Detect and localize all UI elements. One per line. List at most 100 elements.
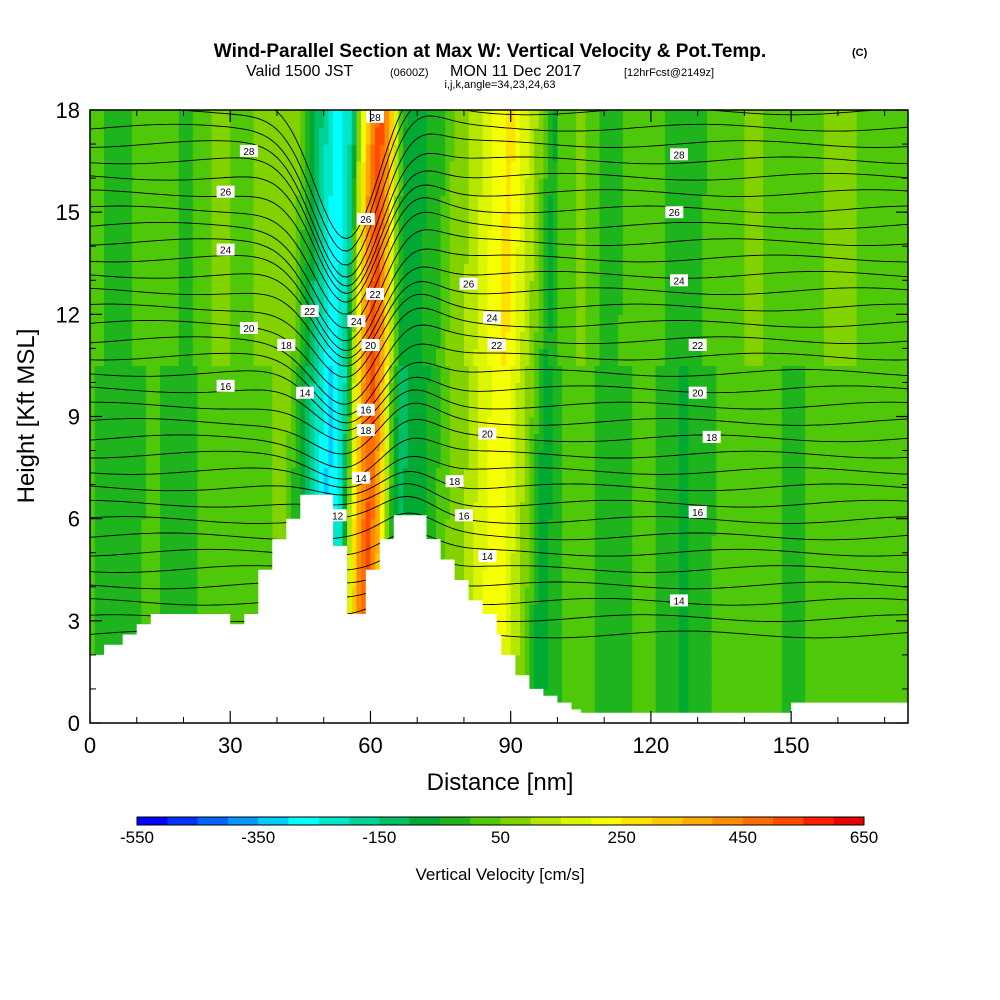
velocity-cell bbox=[622, 348, 629, 367]
velocity-cell bbox=[365, 484, 372, 503]
velocity-cell bbox=[524, 450, 530, 469]
velocity-cell bbox=[594, 518, 601, 537]
velocity-cell bbox=[576, 280, 582, 298]
velocity-cell bbox=[515, 654, 521, 673]
velocity-cell bbox=[393, 416, 400, 435]
velocity-cell bbox=[258, 297, 264, 315]
velocity-cell bbox=[692, 297, 699, 315]
velocity-cell bbox=[721, 620, 727, 639]
velocity-cell bbox=[809, 263, 816, 281]
velocity-cell bbox=[842, 688, 848, 707]
velocity-cell bbox=[463, 569, 470, 588]
velocity-cell bbox=[772, 314, 778, 332]
velocity-cell bbox=[230, 348, 236, 367]
velocity-cell bbox=[262, 484, 269, 503]
velocity-cell bbox=[239, 552, 245, 571]
velocity-cell bbox=[678, 501, 685, 520]
velocity-cell bbox=[791, 433, 797, 452]
velocity-cell bbox=[800, 637, 806, 656]
velocity-cell bbox=[211, 348, 217, 367]
velocity-cell bbox=[716, 348, 722, 367]
velocity-cell bbox=[884, 297, 890, 315]
velocity-cell bbox=[604, 654, 610, 673]
velocity-cell bbox=[118, 552, 124, 571]
velocity-cell bbox=[211, 603, 217, 622]
velocity-cell bbox=[758, 297, 764, 315]
velocity-cell bbox=[426, 229, 432, 247]
velocity-cell bbox=[795, 586, 802, 605]
velocity-cell bbox=[903, 535, 908, 554]
velocity-cell bbox=[721, 297, 727, 315]
velocity-cell bbox=[426, 280, 432, 298]
velocity-cell bbox=[295, 297, 301, 315]
velocity-cell bbox=[851, 603, 858, 622]
velocity-cell bbox=[828, 620, 834, 639]
velocity-cell bbox=[599, 450, 605, 469]
velocity-cell bbox=[141, 501, 147, 520]
velocity-cell bbox=[716, 688, 722, 707]
velocity-cell bbox=[104, 518, 110, 537]
velocity-cell bbox=[520, 433, 526, 452]
velocity-cell bbox=[889, 518, 895, 537]
velocity-cell bbox=[281, 297, 287, 315]
velocity-cell bbox=[889, 246, 895, 264]
velocity-cell bbox=[604, 450, 610, 469]
velocity-cell bbox=[711, 297, 717, 315]
velocity-cell bbox=[730, 637, 736, 656]
velocity-cell bbox=[777, 263, 783, 281]
velocity-cell bbox=[258, 365, 264, 384]
velocity-cell bbox=[721, 518, 727, 537]
velocity-cell bbox=[225, 518, 231, 537]
velocity-cell bbox=[856, 637, 862, 656]
velocity-cell bbox=[234, 467, 241, 486]
velocity-cell bbox=[875, 535, 881, 554]
velocity-cell bbox=[875, 671, 881, 690]
velocity-cell bbox=[861, 518, 867, 537]
velocity-cell bbox=[160, 586, 166, 605]
velocity-cell bbox=[688, 586, 694, 605]
velocity-cell bbox=[893, 382, 900, 401]
velocity-cell bbox=[272, 280, 278, 298]
velocity-cell bbox=[90, 637, 96, 656]
velocity-cell bbox=[253, 280, 259, 298]
velocity-cell bbox=[800, 603, 806, 622]
velocity-cell bbox=[889, 450, 895, 469]
velocity-cell bbox=[253, 603, 259, 622]
velocity-cell bbox=[319, 365, 325, 384]
velocity-cell bbox=[739, 569, 745, 588]
velocity-cell bbox=[688, 484, 694, 503]
velocity-cell bbox=[851, 518, 858, 537]
velocity-cell bbox=[169, 552, 175, 571]
velocity-cell bbox=[178, 229, 185, 247]
velocity-cell bbox=[403, 348, 409, 367]
velocity-cell bbox=[697, 535, 703, 554]
subtitle-indices: i,j,k,angle=34,23,24,63 bbox=[444, 79, 555, 91]
velocity-cell bbox=[295, 399, 301, 418]
velocity-cell bbox=[192, 569, 199, 588]
velocity-cell bbox=[337, 399, 344, 418]
velocity-cell bbox=[267, 280, 273, 298]
velocity-cell bbox=[440, 314, 446, 332]
velocity-cell bbox=[599, 552, 605, 571]
velocity-cell bbox=[660, 450, 666, 469]
velocity-cell bbox=[183, 467, 189, 486]
velocity-cell bbox=[127, 348, 133, 367]
velocity-cell bbox=[440, 399, 446, 418]
velocity-cell bbox=[122, 603, 128, 622]
velocity-cell bbox=[113, 365, 119, 384]
velocity-cell bbox=[683, 467, 689, 486]
velocity-cell bbox=[431, 433, 437, 452]
velocity-cell bbox=[99, 603, 105, 622]
velocity-cell bbox=[721, 433, 727, 452]
velocity-cell bbox=[459, 399, 465, 418]
velocity-cell bbox=[473, 263, 479, 281]
velocity-cell bbox=[590, 433, 596, 452]
velocity-cell bbox=[169, 433, 175, 452]
velocity-cell bbox=[150, 552, 157, 571]
velocity-cell bbox=[837, 467, 844, 486]
velocity-cell bbox=[548, 569, 554, 588]
velocity-cell bbox=[702, 654, 708, 673]
velocity-cell bbox=[169, 348, 175, 367]
velocity-cell bbox=[599, 433, 605, 452]
velocity-cell bbox=[805, 603, 811, 622]
